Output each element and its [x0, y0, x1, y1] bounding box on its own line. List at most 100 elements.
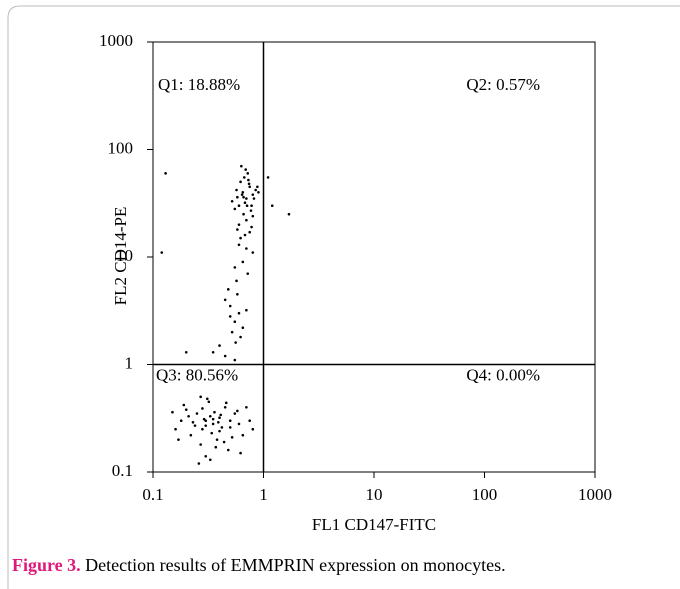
point [174, 427, 177, 431]
point [201, 407, 204, 410]
point [233, 207, 237, 211]
point [250, 225, 253, 229]
point [199, 443, 202, 446]
point [218, 429, 221, 433]
point [223, 405, 227, 409]
x-tick-label: 1 [259, 485, 268, 504]
point [251, 214, 255, 218]
point [233, 320, 237, 324]
point [226, 448, 230, 452]
x-tick-label: 10 [366, 485, 383, 504]
point [193, 424, 197, 427]
point [205, 397, 209, 401]
y-tick-label: 10 [116, 246, 133, 265]
x-tick-label: 1000 [578, 485, 612, 504]
point [266, 176, 270, 179]
point [250, 204, 253, 208]
point [182, 403, 186, 407]
point [287, 212, 291, 216]
point [235, 188, 238, 192]
caption: Figure 3. Detection results of EMMPRIN e… [12, 555, 506, 575]
x-tick-label: 100 [472, 485, 498, 504]
point [208, 414, 212, 418]
point [246, 172, 250, 175]
point [199, 395, 202, 399]
point [230, 436, 234, 439]
point [243, 201, 247, 204]
point [218, 344, 221, 347]
point [247, 182, 251, 186]
point [213, 410, 216, 414]
point [243, 233, 247, 237]
point [249, 209, 253, 212]
point [202, 417, 206, 421]
point [191, 420, 195, 424]
point [251, 193, 255, 196]
point [184, 408, 188, 411]
point [245, 308, 248, 312]
caption-text: Detection results of EMMPRIN expression … [85, 555, 505, 575]
point [208, 458, 212, 462]
point [245, 197, 248, 200]
point [220, 426, 224, 429]
point [245, 405, 248, 409]
point [233, 412, 237, 415]
point [256, 185, 259, 189]
point [210, 431, 214, 435]
y-axis-label: FL2 CD14-PE [111, 207, 130, 306]
point [252, 197, 256, 200]
point [228, 426, 232, 429]
point [237, 422, 241, 426]
point [241, 433, 245, 437]
point [217, 420, 220, 424]
point [197, 462, 201, 465]
point [245, 247, 248, 250]
point [223, 354, 227, 358]
point [239, 180, 242, 184]
point [241, 260, 245, 264]
point [211, 422, 215, 426]
point [179, 419, 183, 423]
point [160, 251, 164, 254]
point [228, 315, 232, 318]
point [236, 228, 239, 231]
point [239, 451, 242, 455]
point [214, 445, 218, 449]
point [235, 279, 238, 283]
point [270, 204, 274, 208]
point [219, 413, 223, 417]
point [204, 419, 208, 423]
point [248, 419, 251, 423]
y-tick-label: 1000 [99, 31, 133, 50]
point [201, 427, 204, 431]
point [171, 410, 174, 414]
point [254, 188, 258, 192]
caption-label: Figure 3. [12, 555, 81, 575]
y-tick-label: 1 [125, 353, 134, 372]
point [234, 341, 237, 344]
point [236, 409, 239, 413]
quadrant-label: Q2: 0.57% [466, 75, 540, 94]
point [237, 243, 241, 247]
point [228, 304, 232, 308]
point [242, 212, 245, 216]
point [222, 440, 226, 444]
point [237, 204, 241, 208]
plot-frame [152, 41, 596, 473]
point [228, 419, 232, 423]
point [242, 176, 246, 179]
point [239, 335, 242, 339]
point [204, 424, 208, 427]
point [233, 266, 237, 269]
point [164, 172, 167, 175]
point [177, 438, 180, 441]
point [245, 218, 248, 222]
x-tick-label: 0.1 [142, 485, 163, 504]
point [248, 185, 251, 189]
point [207, 400, 211, 404]
point [247, 178, 250, 182]
point [246, 272, 250, 275]
point [211, 417, 215, 421]
x-axis-label: FL1 CD147-FITC [312, 515, 436, 534]
